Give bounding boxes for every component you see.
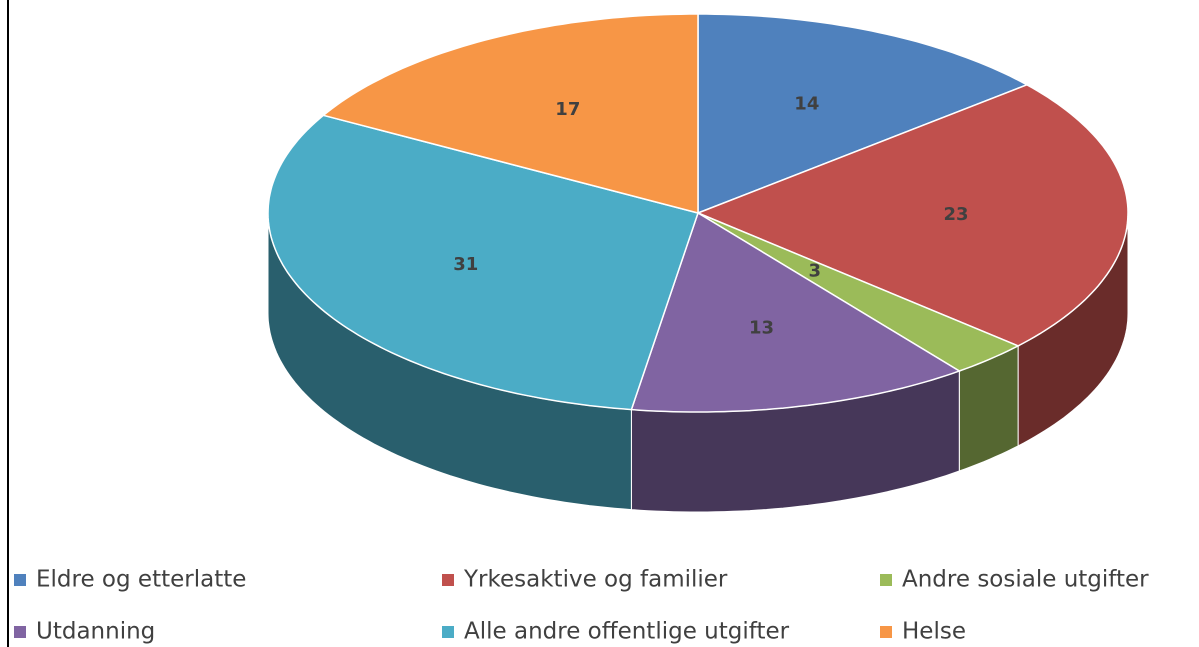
legend-label: Utdanning bbox=[36, 619, 155, 645]
data-label: 31 bbox=[453, 254, 478, 275]
legend-swatch bbox=[880, 626, 892, 638]
data-label: 14 bbox=[794, 94, 819, 115]
legend-swatch bbox=[880, 574, 892, 586]
pie-slice bbox=[695, 83, 1129, 347]
walls bbox=[267, 212, 1129, 513]
pie-slice bbox=[321, 13, 699, 214]
data-label: 23 bbox=[943, 204, 968, 225]
pie-slice bbox=[630, 211, 962, 413]
legend: Eldre og etterlatte Yrkesaktive og famili… bbox=[14, 567, 1149, 645]
legend-swatch bbox=[14, 574, 26, 586]
legend-label: Andre sosiale utgifter bbox=[902, 567, 1149, 593]
legend-label: Yrkesaktive og familier bbox=[463, 567, 728, 593]
labels: 14 23 3 13 31 17 bbox=[453, 94, 968, 339]
data-label: 3 bbox=[809, 260, 822, 281]
legend-swatch bbox=[442, 626, 454, 638]
legend-label: Alle andre offentlige utgifter bbox=[464, 619, 790, 645]
data-label: 17 bbox=[555, 99, 580, 120]
legend-label: Eldre og etterlatte bbox=[36, 567, 246, 593]
tops bbox=[267, 13, 1129, 413]
legend-label: Helse bbox=[902, 619, 966, 645]
pie-slice bbox=[697, 13, 1029, 215]
pie-slice bbox=[697, 212, 1020, 372]
data-label: 13 bbox=[749, 318, 774, 339]
pie-slice bbox=[267, 114, 699, 411]
legend-swatch bbox=[442, 574, 454, 586]
legend-swatch bbox=[14, 626, 26, 638]
